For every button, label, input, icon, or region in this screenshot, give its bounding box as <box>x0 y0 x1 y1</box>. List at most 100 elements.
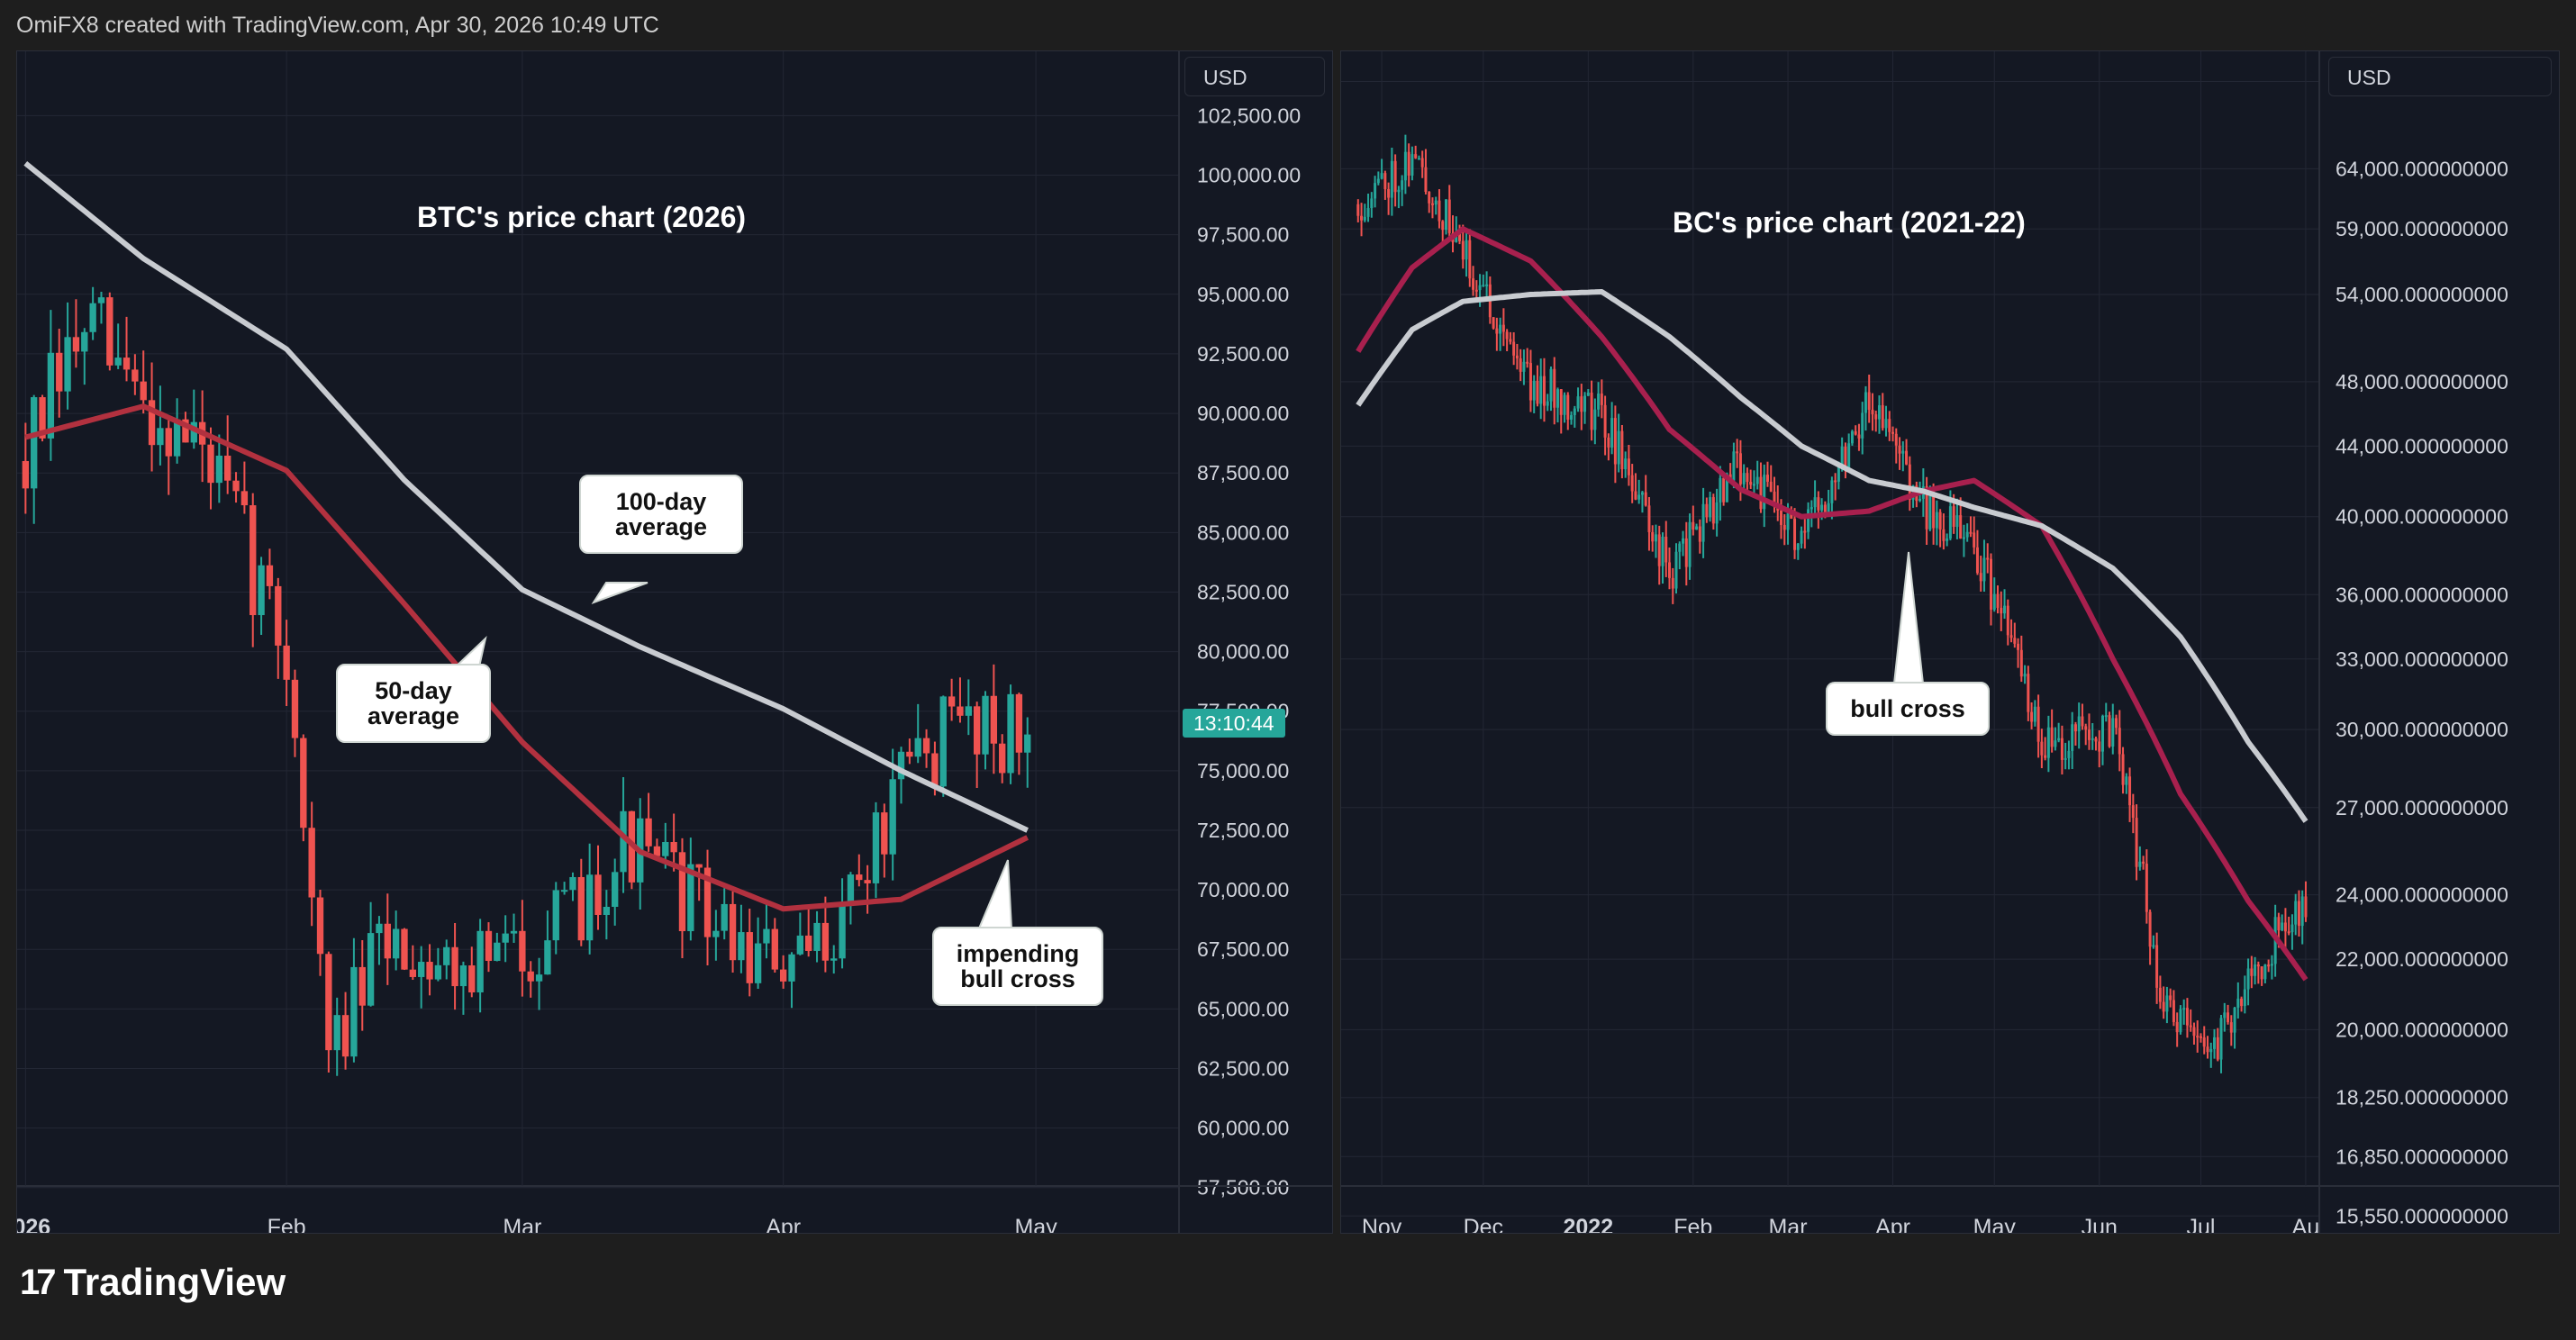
callout-bull-cross: bull cross <box>1826 682 1990 736</box>
candle-body <box>897 751 905 780</box>
candle-body <box>1709 497 1712 518</box>
candle-body <box>1793 518 1797 550</box>
candle-body <box>805 935 812 951</box>
candle-body <box>1891 431 1895 434</box>
candle-body <box>240 491 249 506</box>
candle-body <box>1867 392 1871 411</box>
candle-body <box>2094 738 2098 742</box>
candle-body <box>645 818 652 847</box>
candle-body <box>552 890 559 941</box>
candle-body <box>1590 392 1593 430</box>
y-tick-label: 64,000.000000000 <box>2336 157 2508 180</box>
candle-body <box>2192 1027 2196 1037</box>
callout-pointer <box>591 582 649 604</box>
candle-body <box>2250 968 2254 976</box>
candle-body <box>367 933 375 1006</box>
candle-body <box>813 922 821 951</box>
candle-body <box>1430 203 1434 205</box>
candle-body <box>620 810 627 873</box>
candle-body <box>114 358 122 366</box>
candle-body <box>1461 240 1465 260</box>
candle-body <box>662 842 669 856</box>
candle-body <box>1434 200 1438 205</box>
candle-body <box>2304 896 2308 918</box>
candle-body <box>2030 711 2034 722</box>
candle-body <box>308 828 315 898</box>
candle-body <box>1573 408 1576 415</box>
candle-body <box>1661 536 1664 566</box>
y-tick-label: 33,000.000000000 <box>2336 647 2508 671</box>
candle-body <box>2115 718 2118 729</box>
candle-body <box>494 942 501 962</box>
candle-body <box>1759 476 1763 510</box>
candle-body <box>1485 284 1489 286</box>
candle-body <box>1942 529 1946 541</box>
candle-body <box>1898 445 1901 454</box>
candle-body <box>1515 355 1519 358</box>
candle-body <box>2054 740 2057 747</box>
candle-body <box>224 455 231 481</box>
candle-body <box>738 932 745 961</box>
candle-body <box>384 923 391 959</box>
candle-body <box>1492 317 1495 329</box>
candle-body <box>703 867 712 937</box>
candle-body <box>1725 474 1728 502</box>
btc-chart-panel[interactable]: 102,500.00 100,000.00 97,500.00 95,000.00 92… <box>16 50 1333 1234</box>
candle-body <box>856 874 863 881</box>
x-tick-label: Feb <box>268 1215 306 1233</box>
candle-body <box>1749 482 1753 485</box>
currency-selector[interactable]: USD <box>1184 57 1325 96</box>
candle-body <box>1566 394 1570 420</box>
candle-body <box>1810 507 1813 510</box>
callout-impending-bull-cross: impending bull cross <box>932 927 1103 1006</box>
tradingview-brand[interactable]: 17 TradingView <box>20 1261 286 1304</box>
candle-body <box>1925 486 1928 530</box>
candle-body <box>1932 493 1936 529</box>
candle-body <box>2145 864 2148 912</box>
candle-body <box>2013 638 2017 644</box>
candle-body <box>1519 358 1522 372</box>
candle-body <box>585 874 594 941</box>
candle-body <box>1647 505 1651 532</box>
candle-body <box>1711 497 1715 524</box>
bc-chart-panel[interactable]: 72,000.00000000064,000.00000000059,000.0… <box>1340 50 2560 1234</box>
candle-body <box>1800 530 1803 544</box>
candle-body <box>1438 200 1441 222</box>
ma100-line <box>23 160 1029 833</box>
candle-body <box>2172 1000 2175 1022</box>
candle-body <box>1539 376 1543 404</box>
callout-50-day: 50-day average <box>336 664 491 743</box>
candle-body <box>594 874 602 915</box>
bc-chart-svg[interactable]: 72,000.00000000064,000.00000000059,000.0… <box>1341 51 2559 1233</box>
candle-body <box>788 954 795 982</box>
y-tick-label: 48,000.000000000 <box>2336 370 2508 394</box>
candle-body <box>1478 285 1482 291</box>
candle-body <box>746 932 753 983</box>
candle-body <box>1536 380 1539 404</box>
candle-body <box>1366 208 1370 217</box>
callout-line: average <box>367 702 460 729</box>
candle-body <box>1380 173 1383 179</box>
candle-body <box>1640 492 1644 495</box>
candle-body <box>1528 363 1532 401</box>
candle-body <box>81 331 88 352</box>
btc-chart-svg[interactable]: 102,500.00 100,000.00 97,500.00 95,000.00 92… <box>17 51 1332 1233</box>
candle-body <box>2131 805 2135 819</box>
callout-line: bull cross <box>1850 695 1965 722</box>
y-tick-label: 90,000.00 <box>1197 402 1289 425</box>
candle-body <box>687 864 694 932</box>
candle-body <box>1414 154 1418 158</box>
candle-body <box>2142 861 2145 865</box>
candle-body <box>1654 534 1657 542</box>
candle-body <box>1428 191 1431 204</box>
candle-body <box>1553 368 1556 408</box>
candle-body <box>1973 532 1976 548</box>
candle-body <box>1383 173 1387 190</box>
y-tick-label: 22,000.000000000 <box>2336 947 2508 971</box>
candle-body <box>510 930 518 934</box>
candle-body <box>1458 231 1462 241</box>
currency-selector[interactable]: USD <box>2328 57 2552 96</box>
candle-body <box>249 505 257 616</box>
y-tick-label: 87,500.00 <box>1197 461 1289 484</box>
candle-body <box>1698 526 1701 542</box>
